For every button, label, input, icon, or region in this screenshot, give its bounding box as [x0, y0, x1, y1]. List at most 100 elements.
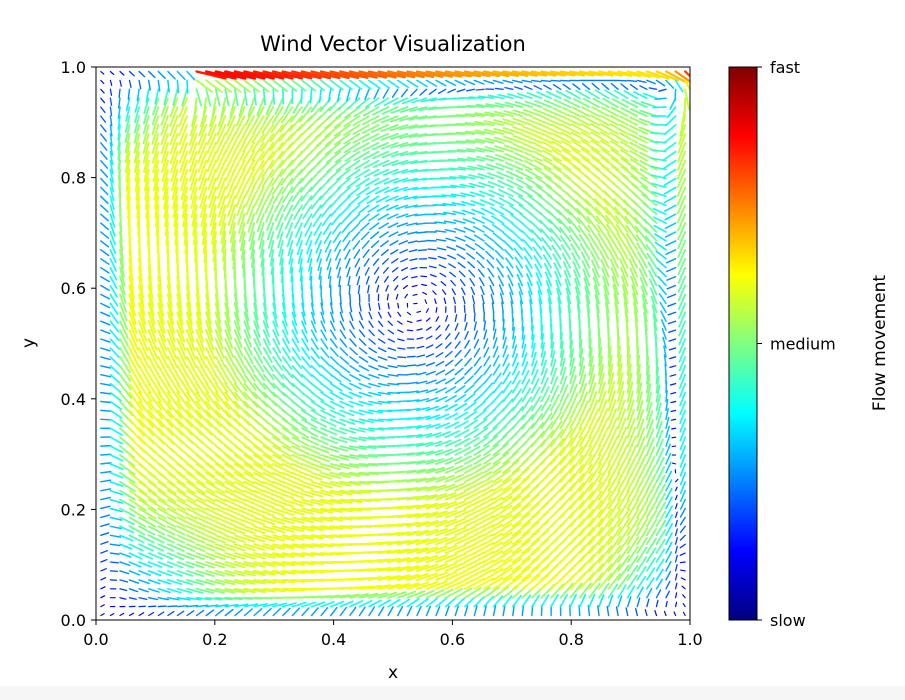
wind-arrow	[344, 159, 361, 171]
wind-arrow	[454, 340, 461, 349]
wind-arrow	[665, 79, 675, 89]
wind-arrow	[253, 88, 257, 106]
wind-arrow	[320, 382, 334, 393]
wind-arrow	[435, 597, 448, 608]
wind-arrow	[138, 471, 157, 487]
wind-arrow	[387, 222, 399, 229]
wind-arrow	[166, 400, 183, 420]
wind-arrow	[655, 420, 663, 439]
wind-arrow	[511, 530, 531, 546]
wind-arrow	[473, 586, 491, 599]
wind-arrow	[166, 516, 186, 528]
wind-arrow	[100, 258, 110, 265]
wind-arrow	[425, 326, 432, 331]
wind-arrow	[185, 329, 196, 351]
wind-arrow	[457, 262, 466, 269]
wind-arrow	[550, 464, 566, 483]
wind-arrow	[570, 139, 591, 153]
wind-arrow	[572, 83, 581, 90]
wind-arrow	[253, 561, 276, 568]
wind-arrow	[235, 106, 246, 126]
wind-arrow	[435, 352, 444, 358]
wind-arrow	[262, 471, 284, 484]
wind-arrow	[329, 356, 340, 366]
wind-arrow	[655, 70, 680, 82]
wind-arrow	[626, 472, 639, 492]
wind-arrow	[138, 320, 148, 343]
wind-arrow	[492, 504, 513, 519]
wind-arrow	[387, 320, 393, 326]
wind-arrow	[435, 230, 447, 233]
wind-arrow	[367, 284, 370, 294]
wind-arrow	[425, 79, 438, 87]
wind-arrow	[617, 481, 630, 501]
wind-arrow	[470, 200, 485, 207]
wind-arrow	[406, 598, 420, 608]
wind-arrow	[349, 320, 355, 330]
wind-arrow	[674, 503, 678, 510]
wind-arrow	[450, 193, 466, 198]
wind-arrow	[138, 400, 154, 420]
wind-arrow	[415, 528, 439, 537]
wind-arrow	[580, 131, 600, 144]
wind-arrow	[100, 532, 110, 536]
wind-arrow	[147, 579, 161, 585]
wind-arrow	[157, 611, 165, 617]
wind-arrow	[138, 364, 151, 386]
wind-arrow	[170, 159, 179, 183]
wind-arrow	[665, 115, 677, 127]
wind-arrow	[406, 381, 419, 385]
wind-arrow	[243, 603, 259, 608]
wind-arrow	[636, 472, 648, 492]
wind-arrow	[487, 94, 505, 100]
wind-arrow	[219, 213, 227, 236]
wind-arrow	[183, 222, 189, 246]
wind-arrow	[272, 507, 295, 516]
wind-arrow	[619, 140, 639, 153]
wind-arrow	[674, 563, 678, 572]
wind-arrow	[339, 400, 354, 408]
wind-arrow	[473, 444, 490, 456]
wind-arrow	[147, 409, 164, 428]
wind-arrow	[448, 263, 456, 269]
wind-arrow	[502, 398, 514, 412]
wind-arrow	[501, 223, 514, 233]
wind-arrow	[482, 550, 504, 564]
wind-arrow	[109, 418, 123, 428]
wind-arrow	[608, 249, 620, 269]
wind-arrow	[473, 409, 487, 421]
wind-arrow	[492, 558, 513, 572]
wind-arrow	[377, 391, 391, 396]
wind-arrow	[607, 508, 622, 528]
wind-arrow	[261, 115, 275, 134]
wind-arrow	[664, 213, 677, 221]
wind-arrow	[396, 590, 417, 599]
wind-arrow	[473, 541, 495, 555]
wind-arrow	[224, 480, 245, 494]
wind-arrow	[262, 436, 282, 450]
wind-arrow	[215, 608, 224, 617]
wind-arrow	[329, 70, 360, 79]
wind-arrow	[629, 108, 648, 118]
wind-arrow	[383, 97, 399, 107]
wind-arrow	[291, 186, 303, 203]
wind-arrow	[358, 599, 373, 608]
wind-arrow	[324, 132, 342, 147]
wind-arrow	[626, 565, 639, 581]
wind-arrow	[329, 320, 336, 332]
wind-arrow	[170, 150, 179, 174]
wind-arrow	[588, 554, 604, 572]
wind-arrow	[464, 348, 471, 358]
wind-arrow	[561, 252, 572, 269]
wind-arrow	[415, 222, 428, 226]
wind-arrow	[454, 464, 473, 474]
wind-arrow	[559, 410, 572, 430]
wind-arrow	[516, 178, 533, 189]
wind-arrow	[224, 498, 246, 510]
wind-arrow	[381, 258, 389, 265]
wind-arrow	[147, 561, 163, 568]
wind-arrow	[147, 284, 155, 308]
wind-arrow	[396, 213, 409, 219]
wind-arrow	[348, 70, 378, 79]
wind-arrow	[147, 507, 167, 520]
